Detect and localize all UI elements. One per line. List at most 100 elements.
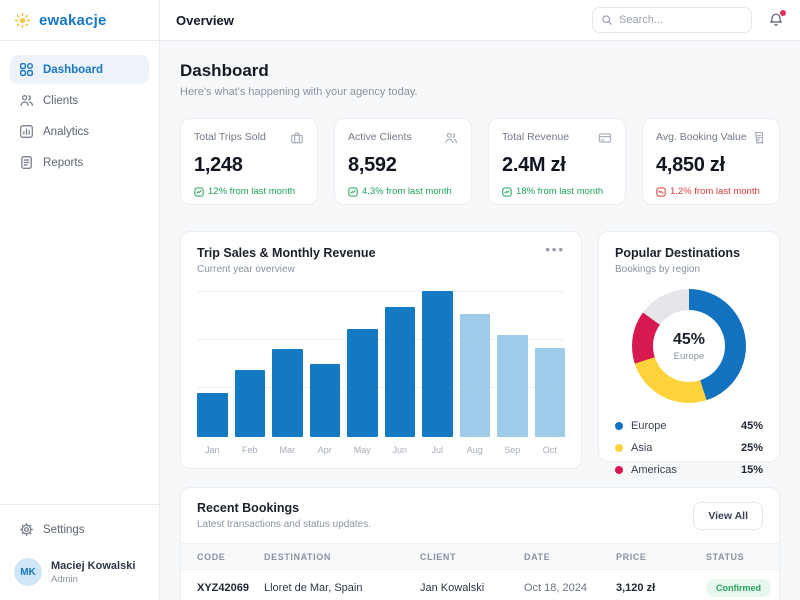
stat-label: Active Clients <box>348 131 412 143</box>
donut-chart-card: Popular Destinations Bookings by region … <box>598 231 780 476</box>
column-header-status: STATUS <box>706 551 745 562</box>
stat-label: Total Trips Sold <box>194 131 266 143</box>
chart-title: Popular Destinations <box>615 246 741 260</box>
stat-value: 8,592 <box>348 154 397 176</box>
credit-card-icon <box>598 131 612 145</box>
x-axis-labels: Jan Feb Mar Apr May Jun Jul Aug Sep Oct <box>197 445 565 455</box>
legend-label: Europe <box>631 420 667 432</box>
notifications-button[interactable] <box>768 10 786 28</box>
donut-center-label: Europe <box>673 350 705 362</box>
bar-apr <box>309 364 340 437</box>
more-options-icon[interactable]: ••• <box>545 242 565 257</box>
sidebar-item-settings[interactable]: Settings <box>10 515 149 544</box>
chart-subtitle: Bookings by region <box>615 264 701 275</box>
donut-chart: 45% Europe <box>632 289 746 403</box>
bar-oct <box>534 347 565 437</box>
brand-logo[interactable]: ewakacje <box>0 0 159 41</box>
charts-row: Trip Sales & Monthly Revenue Current yea… <box>180 231 780 476</box>
column-header-date: DATE <box>524 551 551 562</box>
user-profile[interactable]: MK Maciej Kowalski Admin <box>10 558 149 586</box>
sidebar-item-clients[interactable]: Clients <box>10 86 149 115</box>
bar-jun <box>384 307 415 437</box>
stat-card-active-clients: Active Clients 8,592 4.3% from last mont… <box>334 118 472 205</box>
trend-up-icon <box>348 186 358 197</box>
bell-icon <box>768 12 784 28</box>
donut-center: 45% Europe <box>653 310 725 382</box>
column-header-price: PRICE <box>616 551 647 562</box>
stat-delta: 18% from last month <box>502 186 612 197</box>
sidebar-item-label: Dashboard <box>43 63 104 76</box>
gear-icon <box>19 522 34 537</box>
status-badge: Confirmed <box>706 579 771 597</box>
gridline <box>197 387 565 389</box>
x-tick-label: Jun <box>392 445 407 455</box>
gridline <box>197 339 565 341</box>
bar-mar <box>272 349 303 437</box>
bar-chart-plot <box>197 291 565 437</box>
bar-feb <box>234 369 265 437</box>
sidebar-item-reports[interactable]: Reports <box>10 148 149 177</box>
legend-label: Asia <box>631 442 653 454</box>
trend-down-icon <box>656 186 666 197</box>
stat-card-avg-booking: Avg. Booking Value 4,850 zł 1.2% from la… <box>642 118 780 205</box>
gridline <box>197 291 565 292</box>
user-name: Maciej Kowalski <box>51 559 136 572</box>
cell-destination: Lloret de Mar, Spain <box>264 582 363 594</box>
column-header-destination: DESTINATION <box>264 551 331 562</box>
stat-card-total-trips: Total Trips Sold 1,248 12% from last mon… <box>180 118 318 205</box>
table-header-row: CODE DESTINATION CLIENT DATE PRICE STATUS <box>181 543 779 570</box>
sidebar-nav: Dashboard Clients Analyt <box>0 41 159 504</box>
legend-value: 15% <box>740 464 763 476</box>
document-icon <box>19 155 34 170</box>
bar-jul <box>422 291 453 437</box>
chart-title: Trip Sales & Monthly Revenue <box>197 246 376 260</box>
bar-sep <box>497 334 528 437</box>
bookings-table: CODE DESTINATION CLIENT DATE PRICE STATUS XYZ… <box>181 543 779 600</box>
chart-subtitle: Current year overview <box>197 264 295 275</box>
topbar: Overview <box>160 0 800 41</box>
donut-center-value: 45% <box>672 330 706 348</box>
legend-value: 45% <box>740 420 763 432</box>
sidebar-item-label: Reports <box>43 156 84 169</box>
user-role: Admin <box>51 573 78 585</box>
sidebar-item-analytics[interactable]: Analytics <box>10 117 149 146</box>
notification-badge <box>780 10 786 16</box>
bar-chart-icon <box>19 124 34 139</box>
sidebar-footer: Settings MK Maciej Kowalski Admin <box>0 504 159 600</box>
sun-icon <box>14 12 31 29</box>
table-row[interactable]: XYZ42069 Lloret de Mar, Spain Jan Kowalski… <box>181 570 779 600</box>
x-tick-label: Apr <box>317 445 332 455</box>
page-title: Dashboard <box>180 61 269 80</box>
x-tick-label: Jan <box>204 445 220 455</box>
sidebar: ewakacje Dashboard C <box>0 0 160 600</box>
sidebar-item-label: Analytics <box>43 125 90 138</box>
sidebar-item-dashboard[interactable]: Dashboard <box>10 55 149 84</box>
trend-up-icon <box>502 186 512 197</box>
legend-item-europe: Europe 45% <box>615 415 763 437</box>
search-box[interactable] <box>592 7 752 33</box>
stat-delta: 1.2% from last month <box>656 186 766 197</box>
main-content: Dashboard Here's what's happening with y… <box>160 41 800 600</box>
stat-delta: 4.3% from last month <box>348 186 458 197</box>
legend-value: 25% <box>740 442 763 454</box>
cell-status: Confirmed <box>706 579 779 597</box>
legend-item-americas: Americas 15% <box>615 459 763 481</box>
brand-name: ewakacje <box>39 11 107 29</box>
view-all-button[interactable]: View All <box>693 501 763 530</box>
luggage-icon <box>290 131 304 145</box>
search-input[interactable] <box>619 14 743 26</box>
stats-row: Total Trips Sold 1,248 12% from last mon… <box>180 118 780 205</box>
bar-chart-card: Trip Sales & Monthly Revenue Current yea… <box>180 231 582 469</box>
x-tick-label: May <box>353 445 371 455</box>
legend-dot <box>615 444 623 452</box>
sidebar-item-label: Settings <box>43 523 85 536</box>
legend-dot <box>615 466 623 474</box>
trend-up-icon <box>194 186 204 197</box>
x-tick-label: Sep <box>504 445 521 455</box>
users-icon <box>444 131 458 145</box>
x-tick-label: Aug <box>466 445 483 455</box>
column-header-client: CLIENT <box>420 551 457 562</box>
x-tick-label: Oct <box>542 445 557 455</box>
stat-value: 1,248 <box>194 154 243 176</box>
x-tick-label: Mar <box>279 445 296 455</box>
